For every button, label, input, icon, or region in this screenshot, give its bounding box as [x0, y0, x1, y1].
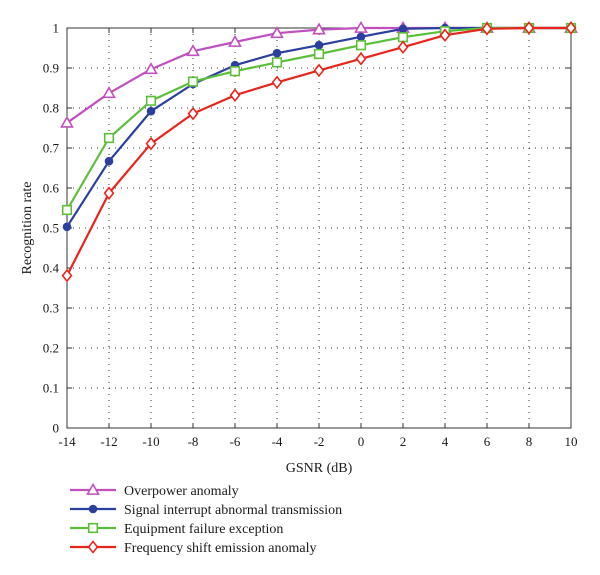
axis-ticks: -14 -12 -10 -8 -6 -4 -2 0 2 4 6 8 10 0 0.1 0.2 0.3 0.4 0.5…	[43, 21, 578, 450]
data-point	[565, 21, 577, 35]
x-tick-label: 8	[526, 434, 533, 449]
legend-item: Signal interrupt abnormal transmission	[70, 503, 342, 518]
data-point	[272, 48, 282, 58]
data-point	[355, 40, 367, 51]
data-point	[355, 52, 367, 66]
data-point	[271, 75, 283, 90]
legend-marker	[86, 482, 100, 495]
data-point	[103, 186, 115, 200]
legend-label: Signal interrupt abnormal transmission	[124, 503, 342, 518]
legend-label: Equipment failure exception	[124, 522, 283, 537]
data-point	[102, 86, 116, 99]
x-tick-label: -12	[100, 434, 117, 449]
y-tick-label: 0.5	[43, 221, 59, 236]
data-point	[356, 32, 366, 42]
y-tick-label: 0.3	[43, 301, 59, 316]
x-tick-label: -2	[314, 434, 325, 449]
x-tick-label: 6	[484, 434, 491, 449]
legend-label: Overpower anomaly	[124, 484, 239, 499]
data-point	[62, 222, 72, 232]
x-tick-label: -6	[230, 434, 241, 449]
data-point	[271, 57, 283, 68]
data-point	[397, 40, 409, 54]
data-point	[229, 66, 241, 77]
data-point	[398, 24, 408, 34]
data-point	[145, 95, 157, 106]
x-tick-label: 0	[358, 434, 365, 449]
y-tick-label: 0.1	[43, 381, 59, 396]
data-point	[313, 63, 325, 78]
y-axis-label: Recognition rate	[20, 182, 35, 275]
y-tick-label: 0	[53, 421, 60, 436]
x-axis-label: GSNR (dB)	[286, 461, 353, 476]
data-point	[314, 40, 324, 50]
data-point	[144, 62, 158, 75]
data-point	[104, 156, 114, 166]
data-point	[439, 28, 451, 42]
data-point	[186, 44, 200, 57]
data-point	[187, 76, 199, 87]
data-point	[354, 20, 368, 33]
y-tick-label: 0.6	[43, 181, 60, 196]
grid	[67, 28, 571, 428]
x-tick-label: -8	[188, 434, 199, 449]
series-frequency-shift-emission-anomaly	[61, 21, 577, 283]
legend-item: Frequency shift emission anomaly	[70, 540, 316, 556]
data-point	[61, 268, 73, 283]
x-tick-label: 2	[400, 434, 407, 449]
data-point	[397, 32, 409, 43]
data-point	[523, 21, 535, 35]
legend-marker	[87, 540, 99, 554]
y-tick-label: 0.4	[43, 261, 60, 276]
data-point	[229, 88, 241, 102]
data-point	[60, 115, 74, 128]
data-point	[146, 106, 156, 116]
data-point	[103, 132, 115, 144]
data-point	[481, 22, 493, 36]
legend-item: Overpower anomaly	[70, 482, 239, 499]
y-tick-label: 0.7	[43, 141, 60, 156]
legend-item: Equipment failure exception	[70, 522, 283, 537]
y-tick-label: 0.8	[43, 101, 59, 116]
series-group	[60, 20, 578, 283]
legend-marker	[87, 522, 99, 534]
data-point	[228, 34, 242, 47]
x-tick-label: 10	[565, 434, 578, 449]
data-point	[312, 22, 326, 35]
data-point	[270, 26, 284, 39]
x-tick-label: 4	[442, 434, 449, 449]
data-point	[313, 48, 325, 60]
data-point	[145, 136, 157, 151]
y-tick-label: 1	[53, 21, 60, 36]
legend-label: Frequency shift emission anomaly	[124, 541, 316, 556]
legend: Overpower anomaly Signal interrupt abnorm…	[70, 482, 342, 556]
y-tick-label: 0.2	[43, 341, 59, 356]
y-tick-label: 0.9	[43, 61, 59, 76]
data-point	[187, 106, 199, 121]
data-point	[61, 204, 73, 216]
x-tick-label: -4	[272, 434, 283, 449]
legend-marker	[88, 504, 98, 514]
x-tick-label: -14	[58, 434, 76, 449]
x-tick-label: -10	[142, 434, 159, 449]
